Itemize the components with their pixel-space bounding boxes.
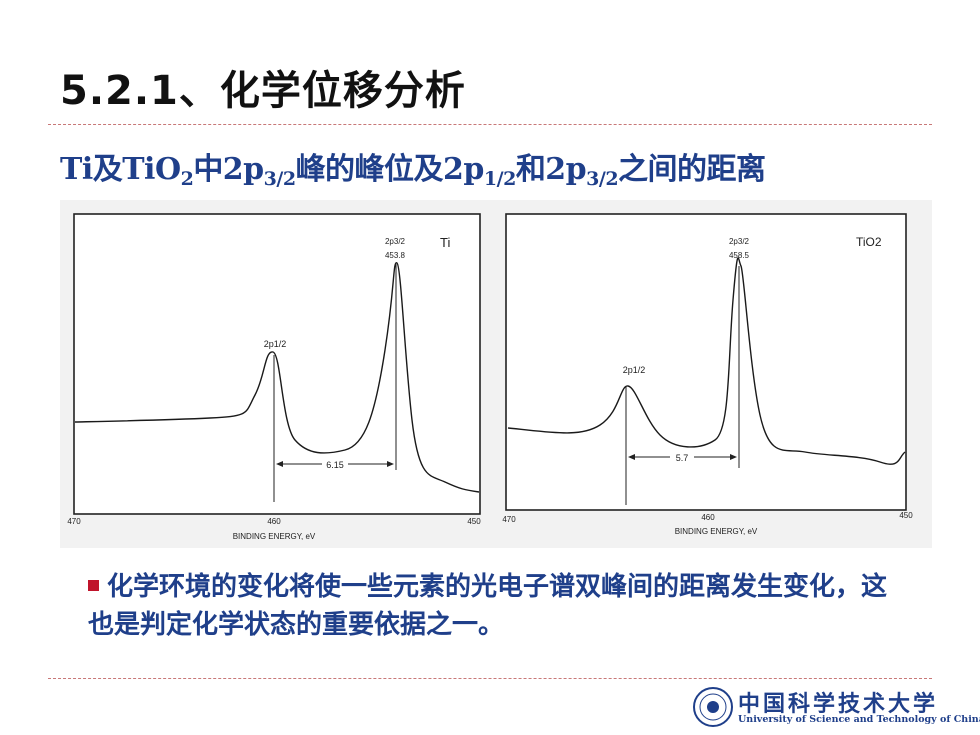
subtitle-subscript: 3/2 — [586, 168, 619, 190]
bullet-text: 化学环境的变化将使一些元素的光电子谱双峰间的距离发生变化，这也是判定化学状态的重… — [88, 572, 888, 640]
axis-tick-label: 470 — [502, 515, 516, 524]
footer-divider — [48, 678, 932, 679]
peak-value: 453.8 — [385, 251, 406, 260]
axis-tick-label: 460 — [267, 517, 281, 526]
plot-frame — [505, 213, 907, 511]
subtitle-text: 峰的峰位及2p — [295, 152, 485, 187]
separation-label-bg — [322, 458, 348, 470]
xps-spectra-svg: 6.15 2p3/2 453.8 2p1/2 Ti 470 460 450 BI… — [67, 213, 913, 541]
minor-peak-label: 2p1/2 — [623, 365, 646, 375]
separation-label: 5.7 — [676, 453, 689, 463]
separation-label-bg — [670, 451, 694, 463]
peak-value: 458.5 — [729, 251, 750, 260]
slide-subtitle: Ti及TiO2中2p3/2峰的峰位及2p1/2和2p3/2之间的距离 — [60, 144, 766, 190]
axis-tick-label: 460 — [701, 513, 715, 522]
peak-label: 2p3/2 — [385, 237, 406, 246]
bullet-square-icon — [88, 580, 99, 591]
subtitle-text: 中2p — [193, 152, 264, 187]
spectrum-panel-ti: 6.15 2p3/2 453.8 2p1/2 Ti 470 460 450 BI… — [67, 213, 481, 541]
university-logo: 中国科学技术大学 University of Science and Techn… — [690, 686, 980, 730]
axis-tick-label: 470 — [67, 517, 81, 526]
university-seal-icon — [693, 687, 733, 727]
x-axis-label: BINDING ENERGY, eV — [233, 532, 316, 541]
slide-title: 5.2.1、化学位移分析 — [60, 68, 466, 114]
x-axis-label: BINDING ENERGY, eV — [675, 527, 758, 536]
logo-english-name: University of Science and Technology of … — [738, 714, 980, 725]
axis-tick-label: 450 — [899, 511, 913, 520]
spectrum-curve-tio2 — [507, 257, 906, 465]
sample-label: Ti — [440, 235, 450, 250]
subtitle-text: 和2p — [515, 152, 587, 187]
subtitle-text: 之间的距离 — [618, 152, 766, 187]
subtitle-subscript: 3/2 — [263, 168, 296, 190]
bullet-paragraph: 化学环境的变化将使一些元素的光电子谱双峰间的距离发生变化，这也是判定化学状态的重… — [88, 568, 888, 644]
separation-label: 6.15 — [326, 460, 344, 470]
subtitle-text: Ti及TiO — [60, 152, 181, 187]
axis-tick-label: 450 — [467, 517, 481, 526]
spectrum-curve-ti — [74, 262, 480, 493]
sample-label: TiO2 — [856, 235, 882, 249]
subtitle-subscript: 2 — [180, 168, 194, 190]
arrow-head — [628, 454, 635, 460]
peak-label: 2p3/2 — [729, 237, 750, 246]
spectrum-panel-tio2: 5.7 2p3/2 458.5 2p1/2 TiO2 470 460 450 B… — [502, 213, 913, 536]
title-divider — [48, 124, 932, 125]
xps-spectra-figure: 6.15 2p3/2 453.8 2p1/2 Ti 470 460 450 BI… — [60, 200, 932, 548]
arrow-head — [276, 461, 283, 467]
subtitle-subscript: 1/2 — [483, 168, 516, 190]
arrow-head — [387, 461, 394, 467]
minor-peak-label: 2p1/2 — [264, 339, 287, 349]
arrow-head — [730, 454, 737, 460]
logo-chinese-name: 中国科学技术大学 — [738, 691, 939, 717]
